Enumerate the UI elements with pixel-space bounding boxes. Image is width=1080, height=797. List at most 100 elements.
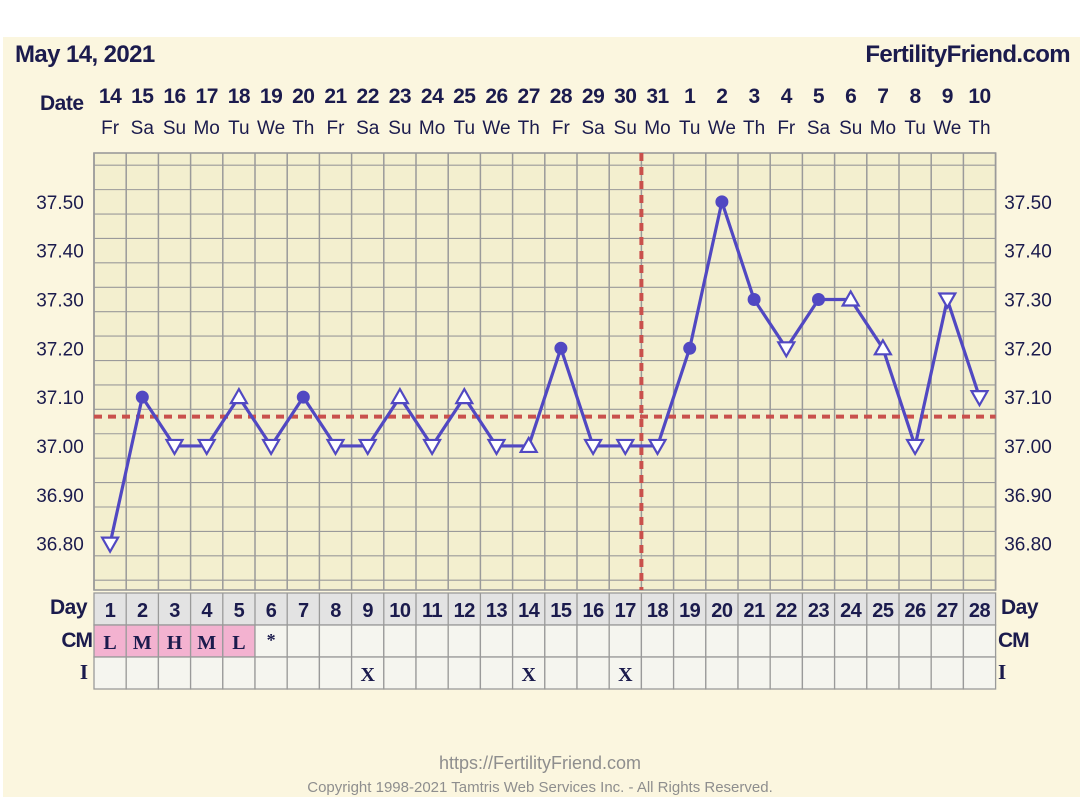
cm-row-label-right: CM: [998, 629, 1029, 652]
cm-cell: [608, 624, 643, 658]
cm-cell: [705, 624, 739, 658]
temperature-point: [135, 390, 149, 404]
cycle-day-label: 25: [872, 600, 894, 622]
cycle-day-label: 17: [615, 600, 637, 622]
y-tick-label-right: 37.10: [1004, 388, 1052, 409]
temperature-point: [454, 386, 475, 405]
temperature-point: [390, 386, 410, 405]
weekday-label: Mo: [644, 118, 670, 139]
date-label: 28: [550, 85, 573, 108]
cm-code: L: [103, 632, 116, 654]
intercourse-cell: [898, 656, 932, 690]
cycle-day-label: 4: [201, 600, 213, 622]
date-label: 29: [582, 85, 604, 108]
weekday-label: We: [708, 118, 736, 139]
cm-cell: [93, 624, 127, 658]
temperature-point: [296, 390, 310, 404]
date-label: 22: [357, 85, 379, 108]
cycle-day-label: 7: [298, 600, 309, 622]
day-row-label-left: Day: [50, 596, 88, 619]
date-label: 26: [485, 85, 507, 108]
temperature-point: [715, 195, 729, 209]
footer-url[interactable]: https://FertilityFriend.com: [438, 753, 642, 773]
cm-row-label-left: CM: [61, 629, 92, 652]
temperature-point: [776, 341, 797, 359]
y-tick-label-left: 36.90: [36, 486, 84, 507]
temperature-point: [937, 292, 958, 310]
intercourse-cell: [447, 656, 482, 690]
y-tick-label-left: 37.00: [36, 437, 84, 458]
temperature-point: [325, 438, 346, 457]
temperature-point: [615, 438, 636, 457]
cycle-day-label: 6: [266, 600, 277, 622]
cycle-day-label: 1: [105, 600, 116, 622]
date-label: 25: [453, 85, 476, 108]
date-label: 10: [968, 85, 990, 108]
date-label: 27: [518, 85, 540, 108]
intercourse-cell: [672, 656, 707, 690]
date-label: 1: [684, 85, 696, 108]
temperature-point: [100, 536, 120, 554]
intercourse-cell: [962, 656, 997, 690]
date-label: 16: [163, 85, 185, 108]
intercourse-cell: [125, 656, 160, 690]
cm-cell: [447, 624, 482, 658]
weekday-label: Mo: [870, 118, 896, 139]
y-tick-label-right: 37.40: [1004, 242, 1052, 263]
intercourse-cell: [769, 656, 804, 690]
y-tick-label-right: 37.20: [1004, 339, 1052, 360]
weekday-label: We: [933, 118, 961, 139]
date-label: 3: [749, 85, 760, 108]
y-tick-label-left: 37.30: [36, 290, 84, 311]
weekday-label: Sa: [581, 118, 605, 139]
date-label: 19: [260, 85, 282, 108]
cm-cell: [866, 624, 900, 658]
cm-code: L: [232, 632, 245, 654]
y-tick-label-left: 37.40: [36, 242, 84, 263]
weekday-label: Mo: [193, 118, 219, 139]
cm-cell: [383, 624, 417, 658]
y-tick-label-right: 37.30: [1004, 290, 1052, 311]
temperature-point: [840, 289, 861, 307]
y-tick-label-left: 37.20: [36, 339, 84, 360]
weekday-label: Tu: [228, 118, 249, 139]
weekday-label: Th: [518, 118, 540, 139]
intercourse-cell: [286, 656, 321, 690]
date-label: 24: [421, 85, 444, 108]
intercourse-cell: [157, 656, 192, 690]
cycle-day-label: 14: [518, 600, 541, 622]
cm-cell: [544, 624, 578, 658]
date-label: 5: [813, 85, 825, 108]
cycle-day-label: 28: [969, 600, 991, 622]
cm-cell: [930, 624, 965, 658]
weekday-label: Tu: [454, 118, 475, 139]
temperature-point: [873, 338, 893, 356]
intercourse-cell: [833, 656, 868, 690]
cycle-day-label: 27: [937, 600, 959, 622]
y-tick-label-right: 37.00: [1004, 437, 1052, 458]
date-label: 9: [942, 85, 953, 108]
intercourse-cell: [737, 656, 771, 690]
cm-cell: [672, 624, 707, 658]
temperature-point: [422, 438, 442, 457]
temperature-point: [164, 438, 185, 457]
cm-cell: [511, 624, 546, 658]
date-label: 14: [99, 85, 122, 108]
cycle-day-label: 12: [454, 600, 476, 622]
intercourse-cell: [479, 656, 514, 690]
intercourse-cell: [383, 656, 417, 690]
temperature-point: [683, 341, 697, 355]
cm-code: M: [133, 632, 152, 654]
temperature-line: [108, 200, 982, 544]
weekday-label: Fr: [101, 118, 120, 139]
weekday-label: Mo: [419, 118, 445, 139]
intercourse-mark: X: [521, 664, 536, 686]
weekday-label: Su: [614, 118, 637, 139]
cm-code: M: [197, 632, 216, 654]
y-tick-label-right: 36.80: [1004, 535, 1052, 556]
cm-cell: [286, 624, 321, 658]
temperature-point: [647, 438, 668, 457]
intercourse-cell: [608, 656, 643, 690]
intercourse-mark: X: [618, 664, 633, 686]
